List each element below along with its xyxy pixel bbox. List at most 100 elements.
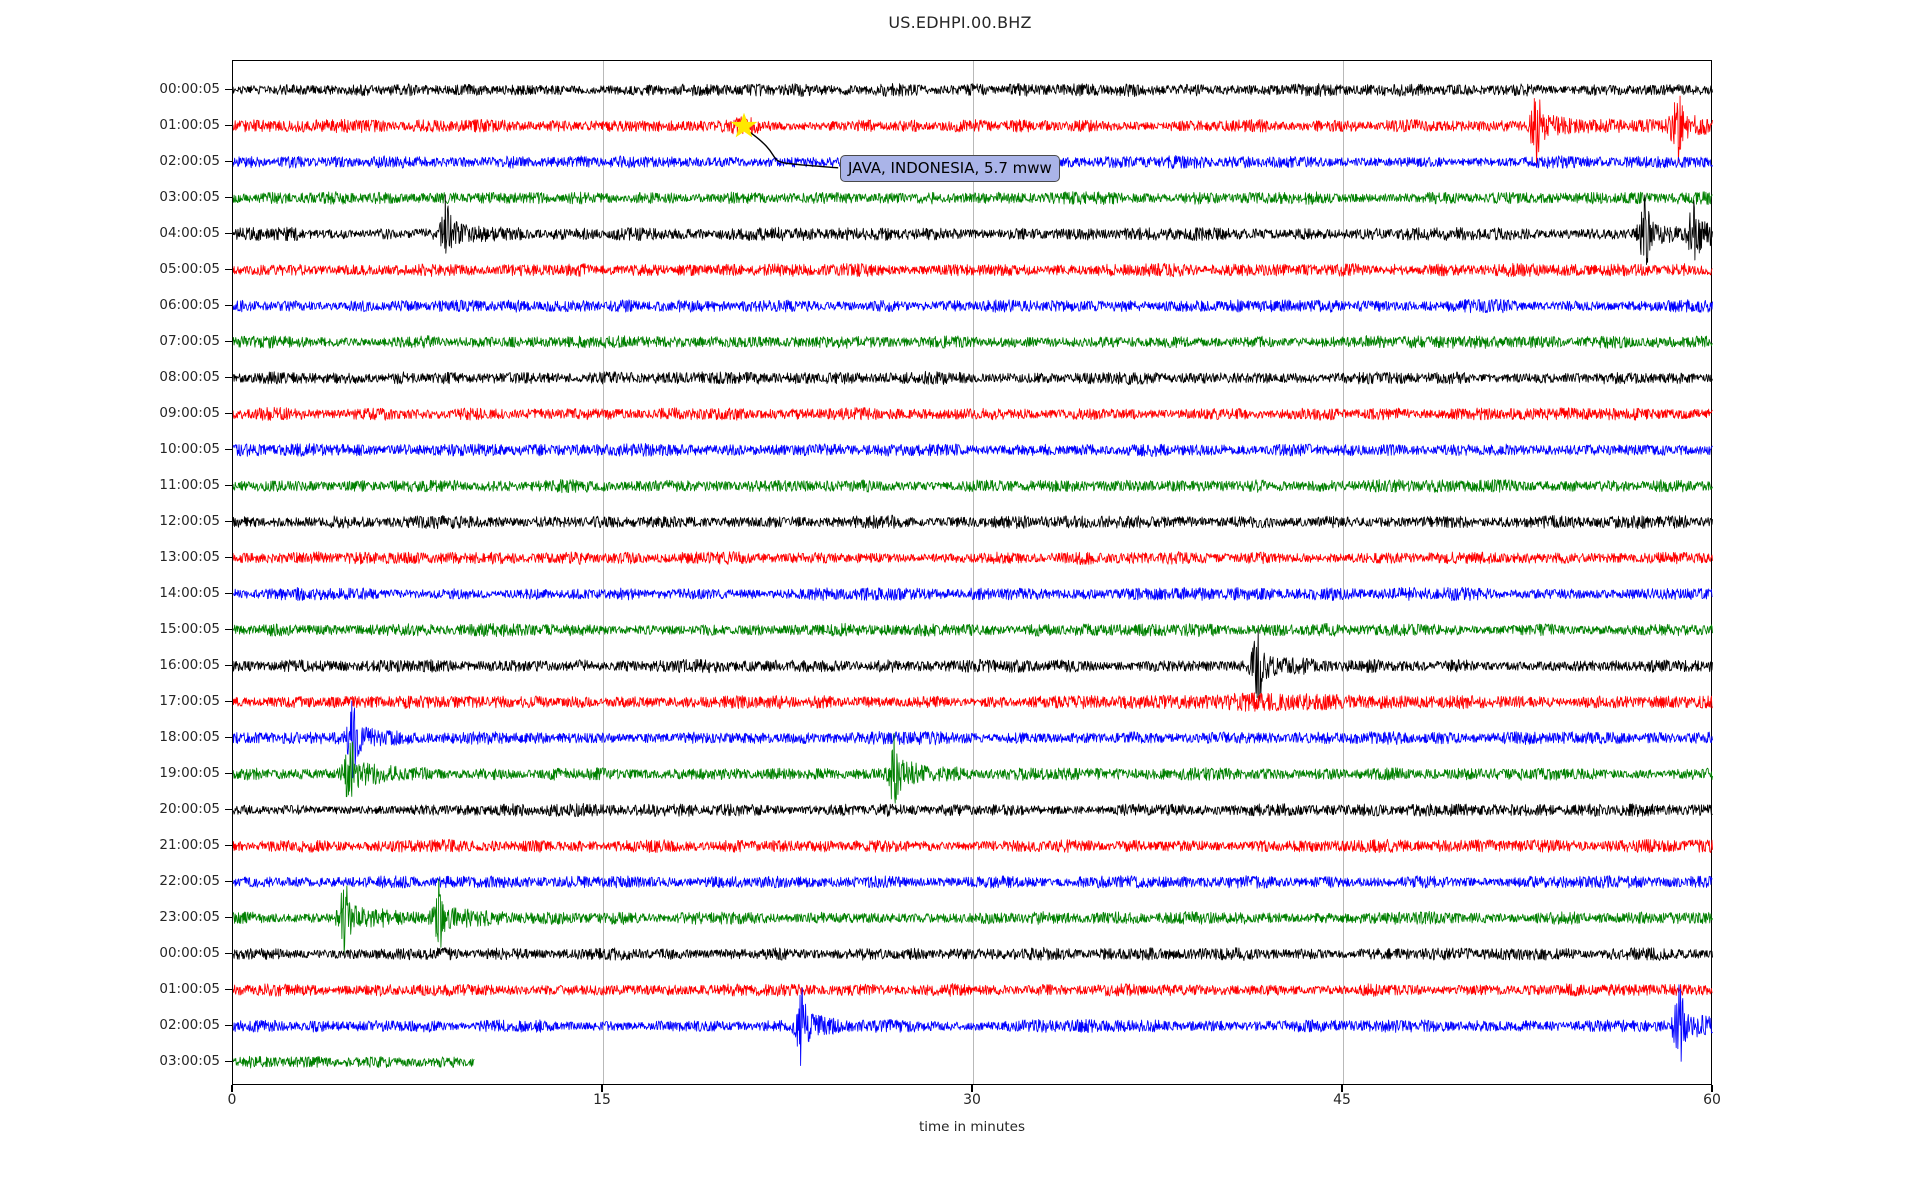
trace-200005-20 <box>233 802 1713 818</box>
x-axis-title: time in minutes <box>918 1119 1026 1135</box>
y-tick-label-9: 09:00:05 <box>159 405 220 421</box>
trace-030005-27 <box>233 1055 475 1069</box>
x-tick-label-15: 15 <box>593 1092 611 1108</box>
x-tick-mark-30 <box>971 1085 973 1092</box>
gridline-30 <box>973 61 974 1084</box>
y-tick-label-4: 04:00:05 <box>159 225 220 241</box>
trace-230005-23 <box>233 878 1713 956</box>
y-tick-label-17: 17:00:05 <box>159 693 220 709</box>
x-tick-mark-60 <box>1711 1085 1713 1092</box>
x-tick-label-60: 60 <box>1703 1092 1721 1108</box>
y-tick-mark-1 <box>225 125 232 127</box>
trace-040005-4 <box>233 194 1713 265</box>
y-tick-label-5: 05:00:05 <box>159 261 220 277</box>
trace-060005-6 <box>233 298 1713 314</box>
y-tick-label-8: 08:00:05 <box>159 369 220 385</box>
x-tick-label-45: 45 <box>1333 1092 1351 1108</box>
y-tick-label-1: 01:00:05 <box>159 117 220 133</box>
y-tick-mark-21 <box>225 845 232 847</box>
y-tick-mark-10 <box>225 449 232 451</box>
y-tick-mark-7 <box>225 341 232 343</box>
gridline-15 <box>603 61 604 1084</box>
y-tick-label-7: 07:00:05 <box>159 333 220 349</box>
trace-010005-25 <box>233 983 1713 997</box>
y-tick-mark-14 <box>225 593 232 595</box>
y-tick-mark-6 <box>225 305 232 307</box>
trace-160005-16 <box>233 629 1713 702</box>
plot-area: JAVA, INDONESIA, 5.7 mww <box>232 60 1713 1085</box>
trace-020005-26 <box>233 984 1713 1066</box>
trace-150005-15 <box>233 622 1713 638</box>
y-tick-label-24: 00:00:05 <box>159 945 220 961</box>
gridlines <box>233 61 1711 1084</box>
x-tick-mark-0 <box>231 1085 233 1092</box>
y-tick-label-25: 01:00:05 <box>159 981 220 997</box>
y-tick-label-21: 21:00:05 <box>159 837 220 853</box>
y-tick-label-27: 03:00:05 <box>159 1053 220 1069</box>
y-tick-mark-2 <box>225 161 232 163</box>
x-tick-label-0: 0 <box>227 1092 237 1108</box>
y-tick-label-26: 02:00:05 <box>159 1017 220 1033</box>
trace-030005-3 <box>233 191 1713 206</box>
trace-120005-12 <box>233 514 1713 530</box>
y-tick-label-15: 15:00:05 <box>159 621 220 637</box>
y-tick-mark-4 <box>225 233 232 235</box>
y-tick-label-2: 02:00:05 <box>159 153 220 169</box>
y-tick-mark-27 <box>225 1061 232 1063</box>
trace-100005-10 <box>233 443 1713 457</box>
y-tick-mark-22 <box>225 881 232 883</box>
y-tick-label-14: 14:00:05 <box>159 585 220 601</box>
trace-000005-0 <box>233 83 1713 98</box>
page-title: US.EDHPI.00.BHZ <box>888 13 1032 32</box>
y-tick-mark-0 <box>225 89 232 91</box>
y-tick-label-19: 19:00:05 <box>159 765 220 781</box>
trace-000005-24 <box>233 946 1713 962</box>
y-tick-mark-15 <box>225 629 232 631</box>
y-tick-mark-9 <box>225 413 232 415</box>
trace-140005-14 <box>233 586 1713 602</box>
annotation-layer: JAVA, INDONESIA, 5.7 mww <box>233 61 1711 1084</box>
y-tick-label-16: 16:00:05 <box>159 657 220 673</box>
y-tick-label-6: 06:00:05 <box>159 297 220 313</box>
y-tick-mark-16 <box>225 665 232 667</box>
trace-080005-8 <box>233 370 1713 386</box>
y-tick-mark-11 <box>225 485 232 487</box>
y-tick-label-22: 22:00:05 <box>159 873 220 889</box>
y-tick-mark-19 <box>225 773 232 775</box>
trace-210005-21 <box>233 838 1713 854</box>
y-tick-label-20: 20:00:05 <box>159 801 220 817</box>
waveform-traces <box>233 83 1713 1069</box>
trace-layer <box>233 61 1713 1084</box>
y-tick-label-11: 11:00:05 <box>159 477 220 493</box>
y-tick-mark-20 <box>225 809 232 811</box>
x-tick-mark-45 <box>1341 1085 1343 1092</box>
y-tick-mark-24 <box>225 953 232 955</box>
y-tick-mark-26 <box>225 1025 232 1027</box>
y-tick-mark-23 <box>225 917 232 919</box>
trace-190005-19 <box>233 732 1713 804</box>
earthquake-star-icon <box>730 112 757 139</box>
y-tick-mark-13 <box>225 557 232 559</box>
y-tick-mark-25 <box>225 989 232 991</box>
x-tick-mark-15 <box>601 1085 603 1092</box>
earthquake-annotation-label: JAVA, INDONESIA, 5.7 mww <box>840 155 1060 182</box>
trace-180005-18 <box>233 700 1713 779</box>
trace-170005-17 <box>233 692 1713 712</box>
trace-010005-1 <box>233 95 1713 165</box>
trace-050005-5 <box>233 262 1713 278</box>
annotation-leader-line <box>747 130 839 169</box>
y-tick-label-23: 23:00:05 <box>159 909 220 925</box>
y-tick-mark-8 <box>225 377 232 379</box>
y-tick-mark-5 <box>225 269 232 271</box>
trace-070005-7 <box>233 335 1713 349</box>
trace-090005-9 <box>233 406 1713 421</box>
x-tick-label-30: 30 <box>963 1092 981 1108</box>
y-tick-label-13: 13:00:05 <box>159 549 220 565</box>
trace-220005-22 <box>233 875 1713 889</box>
y-tick-label-10: 10:00:05 <box>159 441 220 457</box>
y-tick-label-12: 12:00:05 <box>159 513 220 529</box>
y-tick-mark-17 <box>225 701 232 703</box>
y-tick-label-0: 00:00:05 <box>159 81 220 97</box>
y-tick-label-3: 03:00:05 <box>159 189 220 205</box>
